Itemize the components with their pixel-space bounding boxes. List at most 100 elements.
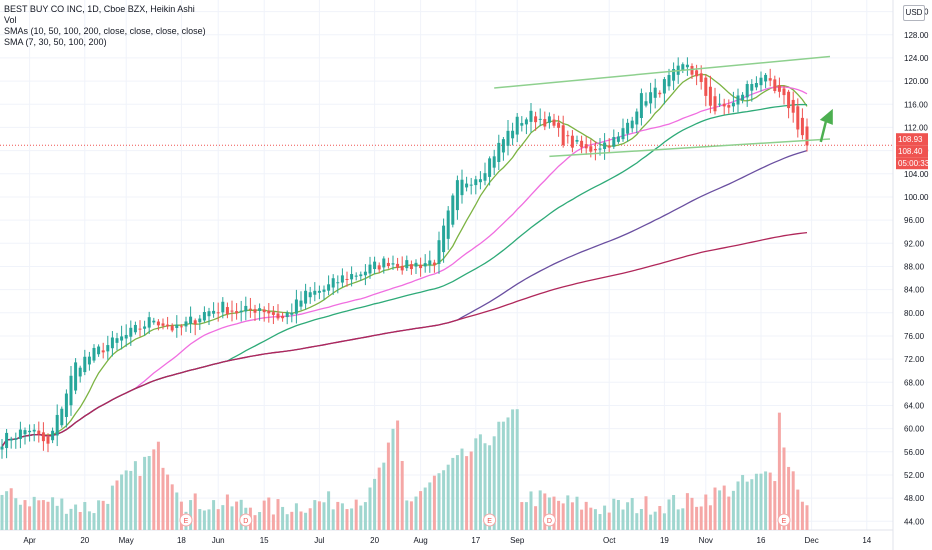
- candle-body: [713, 96, 717, 112]
- volume-bar: [580, 509, 584, 530]
- candle-body: [304, 290, 308, 304]
- volume-bar: [225, 494, 229, 530]
- legend-smas[interactable]: SMAs (10, 50, 100, 200, close, close, cl…: [4, 26, 206, 36]
- volume-bar: [101, 500, 105, 530]
- y-tick-label: 116.00: [904, 100, 928, 109]
- volume-bar: [156, 441, 160, 530]
- volume-bar: [649, 514, 653, 530]
- candle-body: [294, 299, 298, 314]
- legend-title[interactable]: BEST BUY CO INC, 1D, Cboe BZX, Heikin As…: [4, 4, 195, 14]
- volume-bar: [14, 498, 18, 530]
- volume-bar: [672, 494, 676, 530]
- candle-body: [147, 317, 151, 328]
- volume-bar: [598, 514, 602, 530]
- candle-body: [175, 324, 179, 328]
- x-tick-label: 16: [757, 536, 766, 545]
- y-tick-label: 72.00: [904, 355, 925, 364]
- volume-bar: [299, 511, 303, 530]
- candle-body: [699, 73, 703, 83]
- volume-bar: [451, 457, 455, 530]
- currency-button[interactable]: USD: [903, 5, 925, 21]
- candle-body: [322, 289, 326, 292]
- volume-bar: [267, 497, 271, 530]
- candle-body: [244, 305, 248, 312]
- candle-body: [474, 179, 478, 186]
- candle-body: [396, 263, 400, 268]
- volume-bar: [115, 480, 119, 530]
- volume-bar: [18, 504, 22, 530]
- candle-body: [616, 136, 620, 142]
- candle-body: [138, 328, 142, 330]
- x-tick-label: 20: [370, 536, 379, 545]
- volume-bar: [501, 421, 505, 530]
- candle-body: [414, 262, 418, 267]
- chart-legend: BEST BUY CO INC, 1D, Cboe BZX, Heikin As…: [4, 4, 206, 48]
- x-tick-label: 19: [660, 536, 669, 545]
- sma-10-line: [1, 73, 808, 447]
- volume-bar: [147, 456, 151, 530]
- candle-body: [23, 430, 27, 435]
- y-tick-label: 44.00: [904, 517, 925, 526]
- candle-body: [722, 103, 726, 107]
- volume-bar: [589, 507, 593, 530]
- volume-bar: [777, 412, 781, 530]
- volume-bar: [166, 474, 170, 530]
- candle-body: [621, 128, 625, 140]
- candle-body: [350, 274, 354, 280]
- legend-sma[interactable]: SMA (7, 30, 50, 100, 200): [4, 37, 107, 47]
- candle-body: [78, 367, 82, 377]
- candle-body: [607, 145, 611, 148]
- volume-bar: [69, 508, 73, 530]
- volume-bar: [405, 500, 409, 530]
- volume-bar: [787, 466, 791, 530]
- candle-body: [423, 263, 427, 267]
- x-tick-label: Aug: [413, 536, 427, 545]
- candle-body: [736, 95, 740, 105]
- volume-bar: [695, 506, 699, 530]
- volume-bar: [543, 493, 547, 530]
- volume-bar: [474, 438, 478, 530]
- candle-body: [359, 274, 363, 277]
- candle-body: [184, 321, 188, 327]
- candle-body: [207, 311, 211, 317]
- volume-bar: [800, 501, 804, 530]
- y-tick-label: 80.00: [904, 309, 925, 318]
- candle-body: [506, 130, 510, 146]
- legend-volume[interactable]: Vol: [4, 15, 17, 25]
- volume-bar: [768, 472, 772, 530]
- volume-bar: [175, 492, 179, 530]
- y-tick-label: 84.00: [904, 286, 925, 295]
- volume-bar: [773, 481, 777, 530]
- volume-bar: [662, 513, 666, 530]
- price-label-bg: [896, 145, 928, 158]
- candle-body: [391, 263, 395, 265]
- candle-body: [658, 92, 662, 95]
- candle-body: [317, 290, 321, 293]
- candle-body: [170, 325, 174, 331]
- volume-bar: [699, 506, 703, 530]
- volume-bar: [639, 508, 643, 530]
- volume-bar: [764, 471, 768, 530]
- volume-bar: [37, 500, 41, 530]
- volume-bar: [713, 487, 717, 530]
- volume-bar: [791, 471, 795, 530]
- candle-body: [336, 282, 340, 284]
- candle-body: [731, 102, 735, 107]
- event-marker-label: E: [487, 518, 492, 525]
- volume-bar: [741, 474, 745, 530]
- candle-body: [649, 92, 653, 104]
- lower-channel-line: [549, 138, 831, 158]
- volume-bar: [676, 509, 680, 530]
- volume-bar: [354, 499, 358, 530]
- volume-bar: [350, 508, 354, 530]
- volume-bar: [32, 496, 36, 530]
- y-tick-label: 88.00: [904, 262, 925, 271]
- candle-body: [5, 432, 9, 449]
- volume-bar: [796, 489, 800, 530]
- candle-body: [805, 126, 809, 146]
- candle-body: [28, 430, 32, 433]
- volume-bar: [207, 509, 211, 530]
- candle-body: [248, 308, 252, 310]
- y-tick-label: 100.00: [904, 193, 929, 202]
